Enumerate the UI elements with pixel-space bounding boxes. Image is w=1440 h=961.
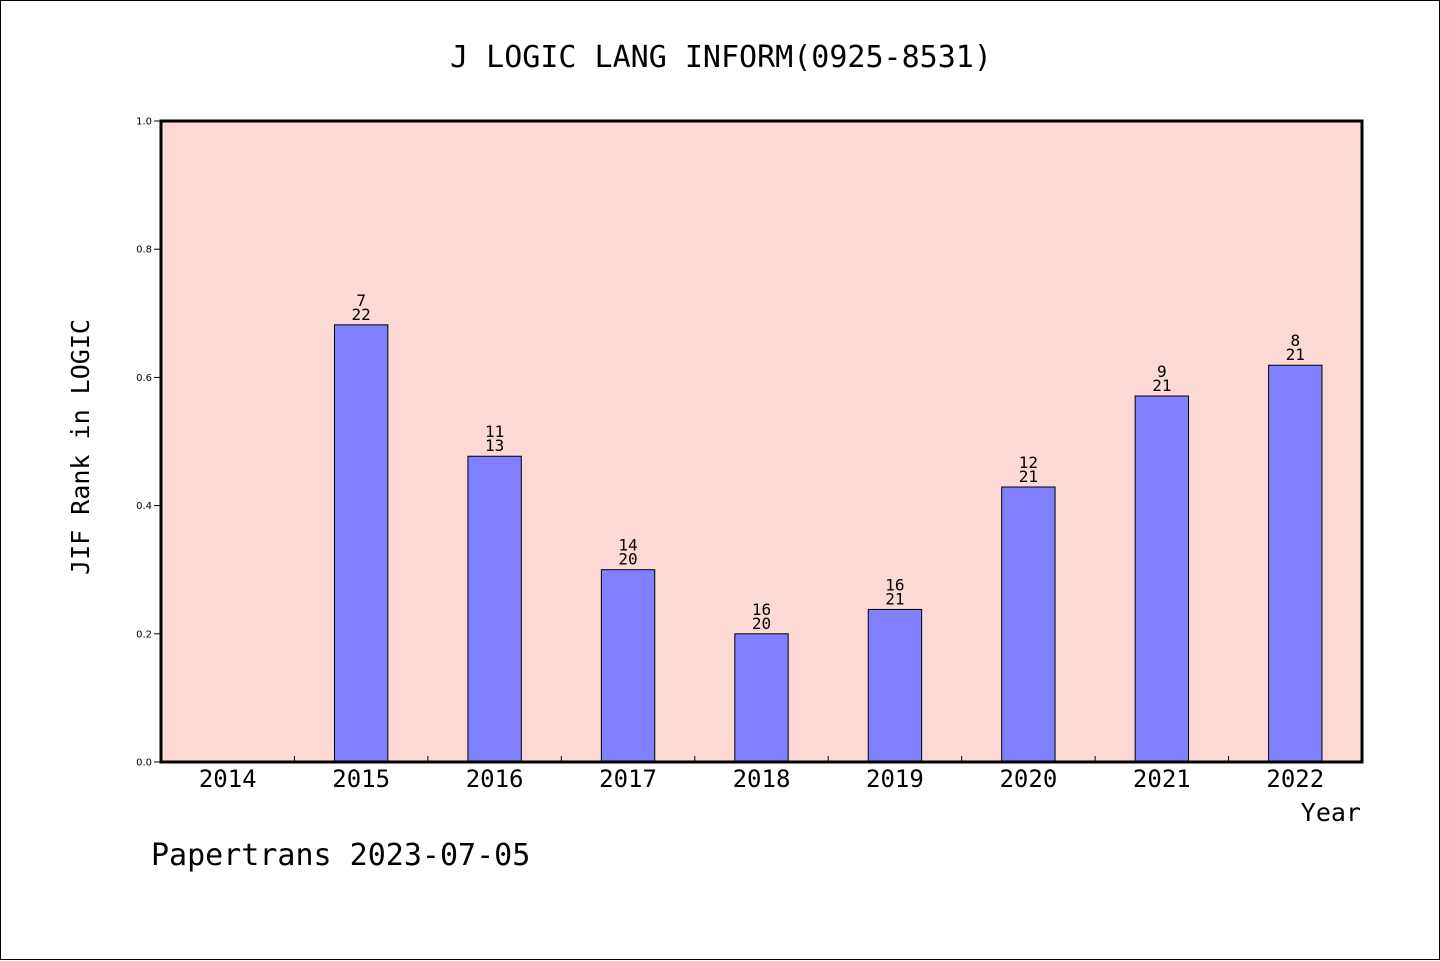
x-tick-label: 2019 [866,765,924,793]
bar-label-total: 20 [752,614,771,633]
bar-label-total: 13 [485,436,504,455]
bar-label-rank: 16 [752,600,771,619]
bar-label-rank: 16 [885,575,904,594]
bar [1134,395,1190,763]
bar-label-rank: 11 [485,422,504,441]
x-tick-label: 2016 [466,765,524,793]
bar [734,633,789,763]
bars-layer [333,324,1323,763]
bar [1001,486,1056,763]
bar-label-rank: 9 [1157,362,1167,381]
bar [467,455,522,763]
x-tick-label: 2021 [1133,765,1191,793]
bar-label-rank: 14 [618,536,637,555]
y-tick-label: 0.2 [136,629,152,640]
bar-label-total: 22 [352,305,371,324]
x-tick-label: 2014 [199,765,257,793]
bar-label-total: 21 [1152,376,1171,395]
plot-border [159,119,1364,764]
chart-title: J LOGIC LANG INFORM(0925-8531) [450,40,992,75]
x-tick-label: 2022 [1266,765,1324,793]
bar [600,569,656,763]
y-tick-label: 0.4 [136,501,152,512]
x-tick-label: 2018 [733,765,791,793]
bar-label-total: 21 [1019,467,1038,486]
x-tick-label: 2020 [999,765,1057,793]
bar-label-rank: 12 [1019,453,1038,472]
y-tick-label: 0.0 [136,758,152,769]
x-axis-label: Year [1301,798,1361,827]
bar [333,324,389,763]
y-axis-label: JIF Rank in LOGIC [66,319,95,575]
y-tick-label: 0.6 [136,373,152,384]
footer-credit: Papertrans 2023-07-05 [151,838,530,873]
bar [867,608,923,763]
bar-label-rank: 8 [1290,331,1300,350]
x-tick-label: 2015 [332,765,390,793]
bar-label-total: 21 [1286,345,1305,364]
x-tick-label: 2017 [599,765,657,793]
bar-label-total: 20 [618,550,637,569]
bar-label-rank: 7 [356,291,366,310]
y-tick-label: 0.8 [136,245,152,256]
bar-label-total: 21 [885,589,904,608]
bar [1268,364,1323,763]
y-tick-label: 1.0 [136,117,152,128]
